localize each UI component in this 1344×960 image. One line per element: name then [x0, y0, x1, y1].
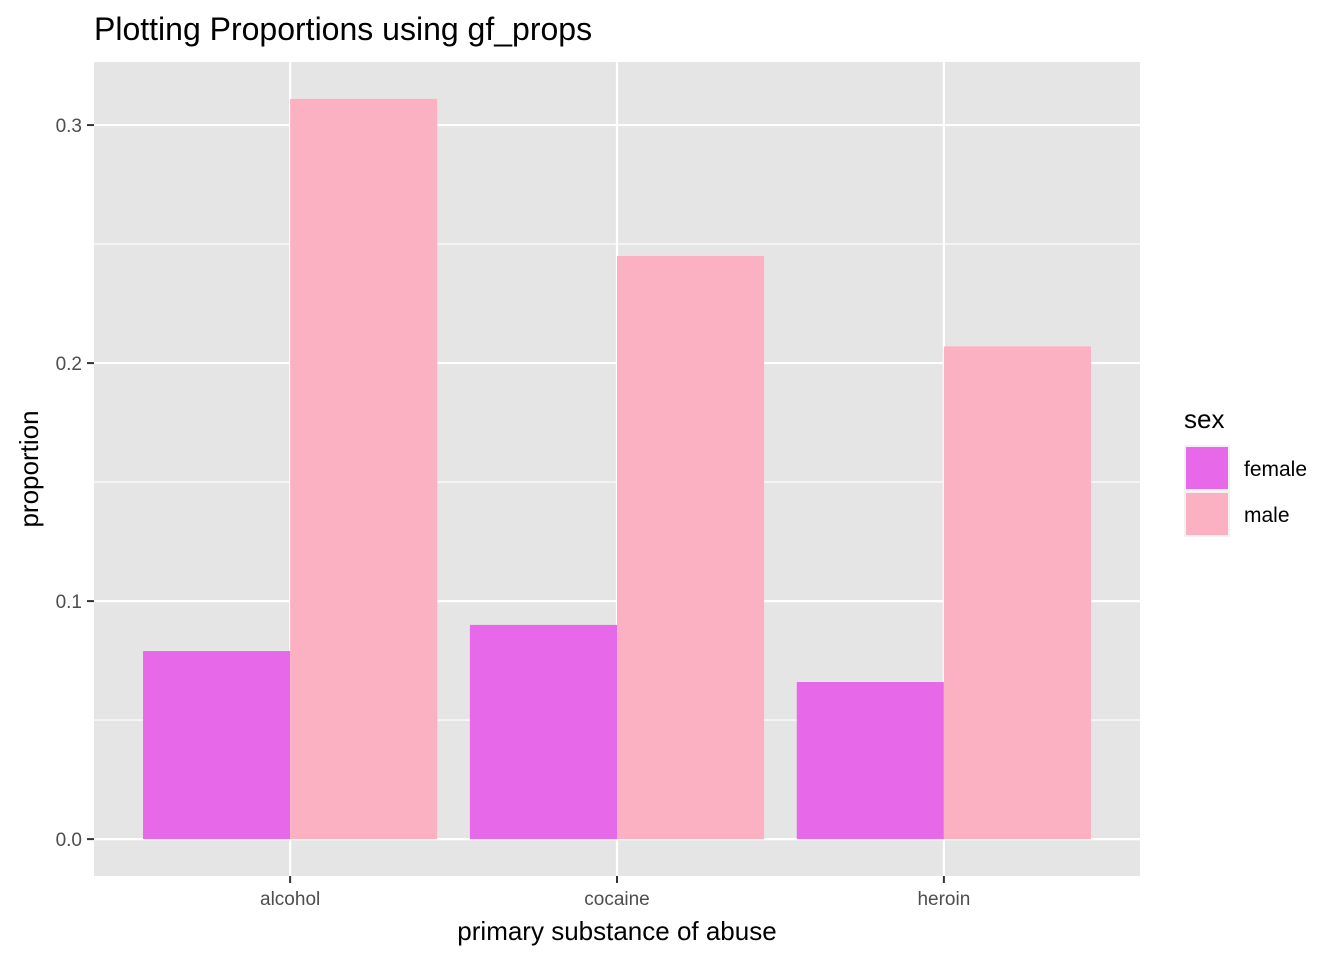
legend-label-female: female [1244, 458, 1307, 481]
x-axis-title: primary substance of abuse [457, 916, 776, 946]
y-axis-title: proportion [14, 410, 44, 527]
bars [143, 98, 1091, 840]
y-tick-label: 0.1 [56, 592, 82, 613]
x-tick-label: cocaine [584, 889, 650, 910]
y-tick-label: 0.3 [56, 116, 82, 137]
x-tick-label: heroin [917, 889, 970, 910]
legend-swatch-male [1186, 493, 1228, 535]
chart-title: Plotting Proportions using gf_props [94, 11, 592, 47]
bar-male-cocaine [617, 255, 765, 840]
bar-female-cocaine [469, 624, 617, 840]
bar-male-heroin [943, 346, 1091, 840]
bar-male-alcohol [290, 98, 438, 840]
bar-female-alcohol [143, 651, 291, 840]
legend-swatch-female [1186, 447, 1228, 489]
bar-female-heroin [796, 682, 944, 840]
legend-label-male: male [1244, 504, 1290, 527]
x-tick-label: alcohol [260, 889, 320, 910]
legend: sex female male [1184, 404, 1307, 537]
x-axis: alcohol cocaine heroin [260, 876, 970, 910]
legend-title: sex [1184, 404, 1224, 434]
y-tick-label: 0.0 [56, 830, 82, 851]
y-axis: 0.0 0.1 0.2 0.3 [56, 116, 94, 851]
y-tick-label: 0.2 [56, 354, 82, 375]
